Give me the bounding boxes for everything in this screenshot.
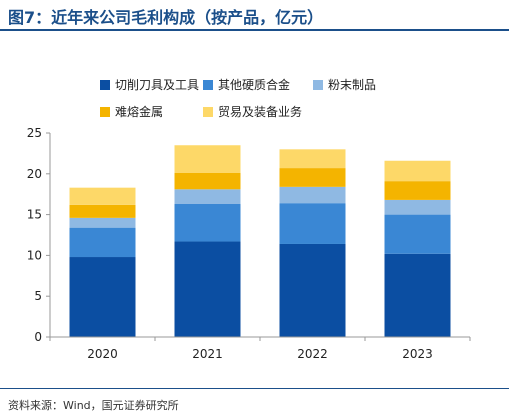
legend-swatch (203, 106, 213, 117)
legend-item: 难熔金属 (100, 103, 163, 120)
bar-segment (279, 243, 346, 337)
legend-item: 其他硬质合金 (203, 76, 290, 93)
legend-item: 粉末制品 (313, 76, 376, 93)
footer-divider (0, 388, 509, 389)
x-tick-label: 2021 (192, 347, 223, 361)
source-note: 资料来源：Wind，国元证券研究所 (8, 399, 179, 412)
legend-label: 难熔金属 (115, 105, 164, 119)
y-tick-label: 20 (27, 167, 42, 181)
bar-segment (69, 257, 136, 337)
legend-swatch (313, 79, 323, 90)
bar-segment (69, 217, 136, 228)
y-tick-label: 25 (27, 126, 42, 140)
legend-label: 粉末制品 (328, 78, 377, 92)
bar-segment (174, 145, 241, 173)
legend-item: 贸易及装备业务 (203, 103, 302, 120)
bar-segment (69, 227, 136, 258)
bar-segment (174, 172, 241, 190)
y-tick-label: 10 (27, 248, 42, 262)
chart-title: 图7：近年来公司毛利构成（按产品，亿元） (8, 8, 324, 27)
bar-segment (384, 253, 451, 337)
x-tick-label: 2023 (402, 347, 433, 361)
bar-segment (279, 186, 346, 204)
bar-segment (384, 160, 451, 182)
y-tick-label: 5 (34, 289, 42, 303)
bar-segment (384, 199, 451, 215)
y-tick-label: 15 (27, 208, 42, 222)
title-divider (0, 29, 509, 31)
legend-label: 贸易及装备业务 (218, 105, 303, 119)
legend-label: 切削刀具及工具 (115, 78, 200, 92)
bar-segment (279, 203, 346, 244)
bar-segment (279, 149, 346, 169)
bar-segment (384, 181, 451, 200)
legend-label: 其他硬质合金 (218, 78, 291, 92)
bar-segment (174, 203, 241, 242)
legend-swatch (203, 79, 213, 90)
bar-segment (384, 214, 451, 254)
x-tick-label: 2022 (297, 347, 328, 361)
bar-segment (174, 189, 241, 204)
x-tick-label: 2020 (87, 347, 118, 361)
legend-swatch (100, 106, 110, 117)
bar-segment (69, 204, 136, 218)
bar-segment (174, 241, 241, 337)
legend-swatch (100, 79, 110, 90)
bar-segment (279, 168, 346, 187)
chart-legend: 切削刀具及工具 其他硬质合金 粉末制品 难熔金属 贸易及装备业务 (0, 0, 509, 130)
bar-segment (69, 187, 136, 205)
legend-item: 切削刀具及工具 (100, 76, 199, 93)
y-tick-label: 0 (34, 330, 42, 344)
